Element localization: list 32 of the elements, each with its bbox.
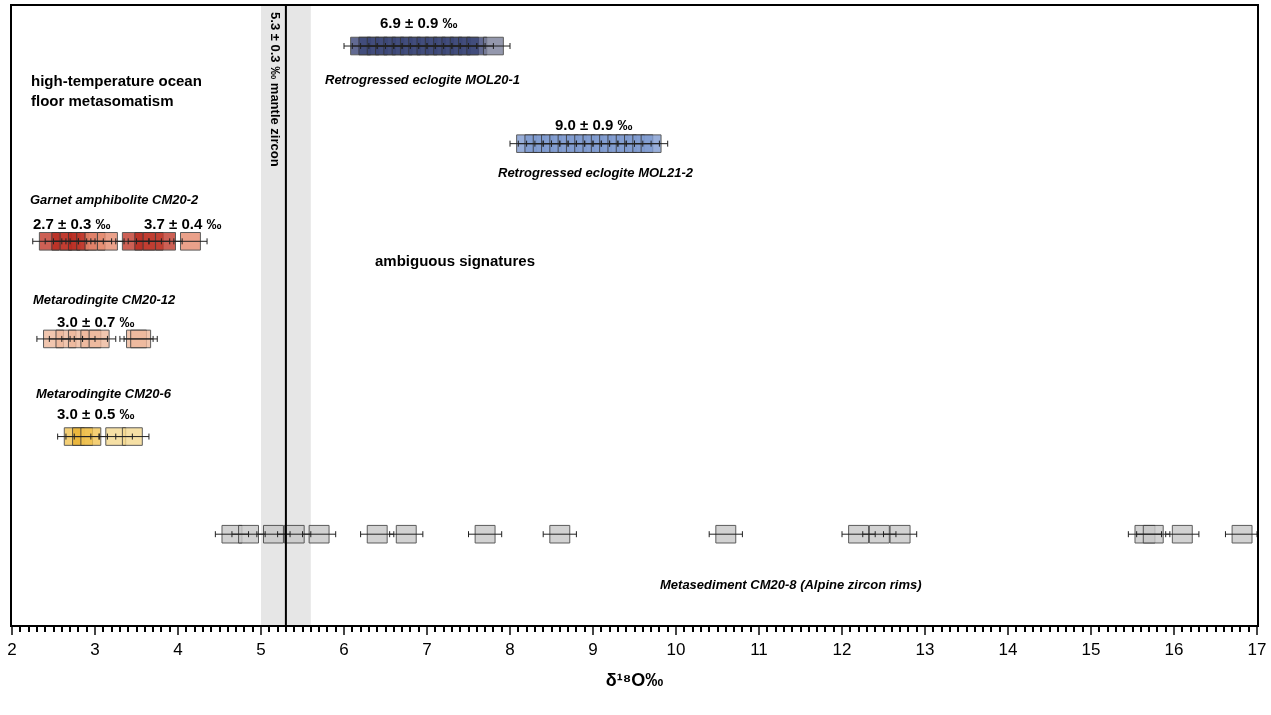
x-tick-label: 10 — [666, 640, 686, 660]
x-tick-label: 2 — [7, 640, 17, 660]
annotation: high-temperature ocean floor metasomatism — [31, 72, 202, 109]
annotation: 3.0 ± 0.7 ‰ — [57, 313, 135, 330]
annotation: Retrogressed eclogite MOL21-2 — [498, 165, 694, 180]
x-tick-label: 6 — [339, 640, 349, 660]
annotation: ambiguous signatures — [375, 252, 536, 269]
x-tick-label: 5 — [256, 640, 266, 660]
x-tick-label: 14 — [998, 640, 1018, 660]
x-tick-label: 13 — [915, 640, 935, 660]
annotation: 2.7 ± 0.3 ‰ — [33, 215, 111, 232]
annotation: 9.0 ± 0.9 ‰ — [555, 116, 633, 133]
x-tick-label: 3 — [90, 640, 100, 660]
x-tick-label: 15 — [1081, 640, 1101, 660]
x-tick-label: 16 — [1164, 640, 1184, 660]
x-tick-label: 9 — [588, 640, 598, 660]
annotation: 3.0 ± 0.5 ‰ — [57, 405, 135, 422]
annotation: Metasediment CM20-8 (Alpine zircon rims) — [660, 577, 922, 592]
annotation: Metarodingite CM20-12 — [33, 292, 177, 307]
x-tick-label: 12 — [832, 640, 852, 660]
annotation: 6.9 ± 0.9 ‰ — [380, 14, 458, 31]
annotation: Retrogressed eclogite MOL20-1 — [325, 72, 521, 87]
annotation: 3.7 ± 0.4 ‰ — [144, 215, 222, 232]
x-tick-label: 17 — [1247, 640, 1267, 660]
x-axis-title: δ¹⁸O‰ — [605, 670, 664, 690]
annotation: Metarodingite CM20-6 — [36, 386, 172, 401]
x-tick-label: 4 — [173, 640, 183, 660]
x-tick-label: 11 — [750, 640, 768, 660]
ref-line-label: 5.3 ± 0.3 ‰ mantle zircon — [267, 12, 283, 167]
annotation: Garnet amphibolite CM20-2 — [30, 192, 200, 207]
x-tick-label: 7 — [422, 640, 432, 660]
x-tick-label: 8 — [505, 640, 515, 660]
